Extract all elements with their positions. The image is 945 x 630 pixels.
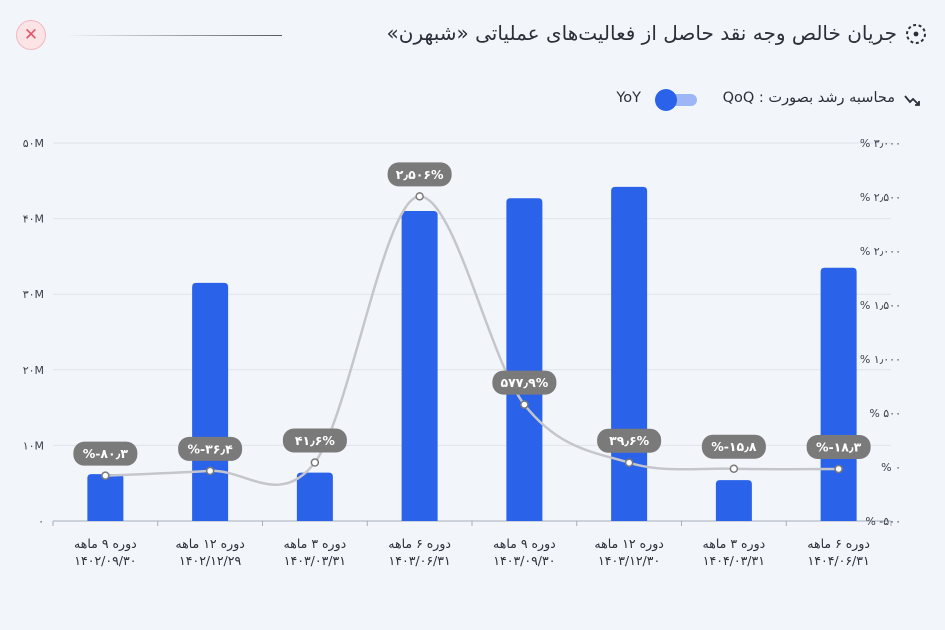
y-right-tick-label: % ۲٫۰۰۰ (860, 245, 901, 258)
growth-point (101, 471, 110, 480)
growth-label-group: %-۸۰٫۳ (73, 441, 138, 466)
x-tick-label-period: دوره ۱۲ ماهه (594, 536, 663, 552)
growth-label: ۴۱٫۶% (295, 433, 336, 448)
y-right-tick-label: % ۳٫۰۰۰ (860, 137, 901, 150)
x-tick-label-date: ۱۴۰۲/۰۹/۳۰ (74, 553, 136, 568)
growth-label: %-۸۰٫۳ (83, 446, 129, 461)
x-tick-label-period: دوره ۶ ماهه (807, 536, 870, 552)
yoy-label: YoY (616, 90, 641, 106)
growth-toggle-row: محاسبه رشد بصورت : QoQ YoY (561, 88, 921, 112)
bar (820, 267, 857, 521)
y-left-tick-label: ۴۰M (23, 213, 44, 226)
x-tick-label-period: دوره ۶ ماهه (388, 536, 451, 552)
growth-point (520, 400, 529, 409)
y-left-tick-label: ۱۰M (23, 439, 44, 452)
growth-point (415, 192, 424, 201)
bar (506, 198, 543, 522)
x-tick-label-period: دوره ۳ ماهه (284, 536, 347, 552)
y-left-tick-label: ۲۰M (23, 364, 44, 377)
header: ✕ جریان خالص وجه نقد حاصل از فعالیت‌های … (0, 14, 945, 58)
growth-point (834, 464, 843, 474)
growth-label: %-۱۵٫۸ (711, 439, 757, 454)
growth-label: ۵۷۷٫۹% (501, 375, 549, 390)
growth-label: %-۱۸٫۳ (816, 439, 862, 454)
x-tick-label-date: ۱۴۰۳/۰۳/۳۱ (284, 553, 346, 568)
growth-label-pill (597, 428, 662, 453)
bar (715, 480, 752, 521)
y-right-tick-label: % ۵۰۰ (869, 407, 901, 420)
bar (611, 186, 648, 521)
trend-icon (904, 95, 920, 106)
y-left-tick-label: ۵۰M (23, 137, 44, 150)
y-right-tick-label: % ۱٫۵۰۰ (860, 299, 901, 312)
bar (401, 211, 438, 522)
bar (192, 282, 229, 521)
growth-point (205, 466, 215, 476)
growth-label-group: ۴۱٫۶% (282, 428, 347, 453)
growth-label: %-۳۶٫۴ (187, 441, 233, 456)
growth-label: ۳۹٫۶% (609, 433, 650, 448)
growth-point (624, 458, 634, 467)
x-tick-label-period: دوره ۹ ماهه (74, 536, 137, 552)
growth-label-pill (73, 441, 138, 466)
close-button[interactable]: ✕ (16, 20, 46, 50)
growth-label-pill (178, 436, 243, 461)
growth-label-pill (282, 428, 347, 453)
growth-label-group: %-۳۶٫۴ (178, 436, 243, 461)
growth-label-pill (387, 162, 452, 187)
chart-title: جریان خالص وجه نقد حاصل از فعالیت‌های عم… (386, 21, 897, 45)
growth-label-pill (492, 370, 557, 395)
y-right-tick-label: % ۰ (881, 461, 901, 474)
x-tick-label-period: دوره ۳ ماهه (703, 536, 766, 552)
dotted-circle-icon (906, 24, 926, 44)
x-tick-label-period: دوره ۹ ماهه (493, 536, 556, 552)
growth-mode-switch[interactable] (655, 89, 699, 111)
growth-label: ۲٫۵۰۶% (396, 167, 444, 182)
growth-point (310, 458, 320, 467)
x-tick-label-date: ۱۴۰۲/۱۲/۲۹ (179, 553, 241, 568)
y-right-tick-label: % -۵۰۰ (865, 515, 901, 528)
x-tick-label-date: ۱۴۰۳/۰۹/۳۰ (493, 553, 555, 568)
growth-label-group: ۵۷۷٫۹% (492, 370, 557, 395)
x-tick-label-date: ۱۴۰۳/۰۶/۳۱ (389, 553, 451, 568)
x-tick-label-date: ۱۴۰۴/۰۳/۳۱ (703, 553, 765, 568)
growth-label-pill (701, 434, 766, 459)
growth-mode-label: محاسبه رشد بصورت : QoQ (722, 90, 895, 106)
bar (296, 472, 333, 521)
y-left-tick-label: ۰ (38, 515, 44, 528)
growth-line (105, 195, 839, 486)
switch-knob[interactable] (655, 89, 677, 111)
growth-label-group: %-۱۸٫۳ (806, 434, 871, 459)
close-icon: ✕ (23, 25, 39, 45)
growth-label-pill (806, 434, 871, 459)
growth-label-group: ۳۹٫۶% (597, 428, 662, 453)
x-tick-label-period: دوره ۱۲ ماهه (175, 536, 244, 552)
growth-label-group: %-۱۵٫۸ (701, 434, 766, 459)
growth-label-group: ۲٫۵۰۶% (387, 162, 452, 187)
title-divider (64, 35, 282, 36)
y-right-tick-label: % ۱٫۰۰۰ (860, 353, 901, 366)
x-tick-label-date: ۱۴۰۳/۱۲/۳۰ (598, 553, 660, 568)
growth-point (729, 464, 739, 473)
y-right-tick-label: % ۲٫۵۰۰ (860, 191, 901, 204)
bar (87, 474, 124, 521)
y-left-tick-label: ۳۰M (23, 288, 44, 301)
x-tick-label-date: ۱۴۰۴/۰۶/۳۱ (808, 553, 870, 568)
